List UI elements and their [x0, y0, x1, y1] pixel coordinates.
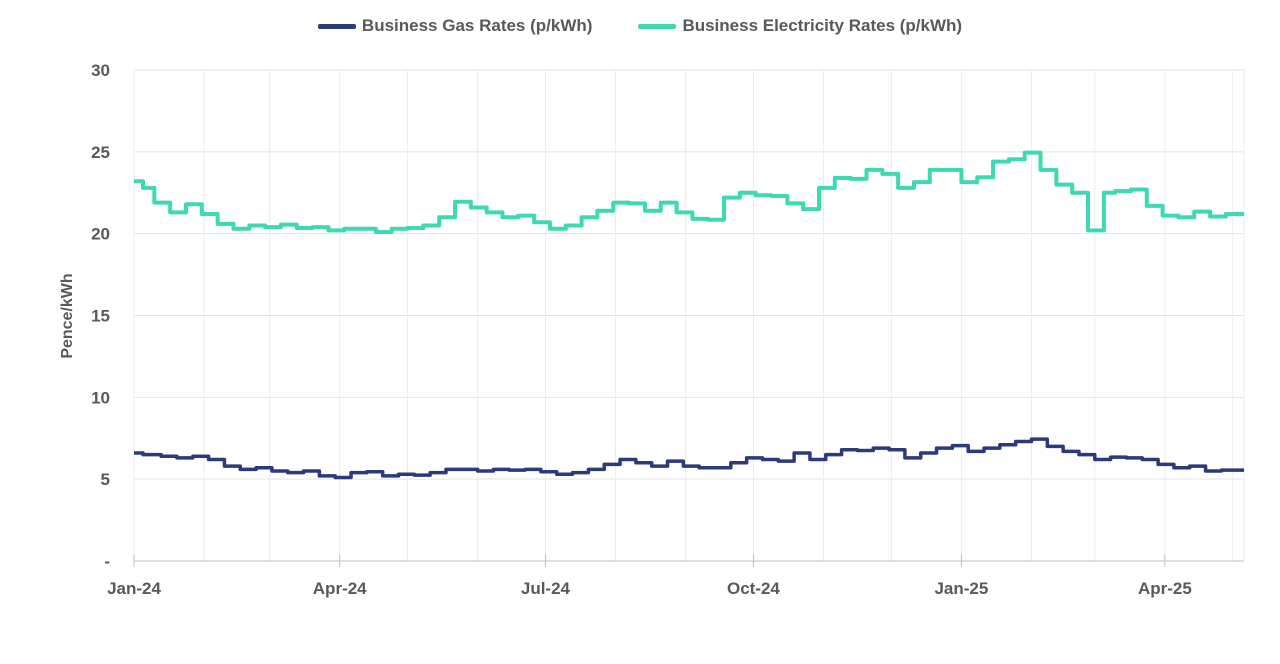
gridlines: [133, 69, 1245, 562]
legend-swatch-electricity: [638, 23, 677, 29]
x-tick-label: Jul-24: [521, 579, 571, 598]
y-axis: - 5 10 15 20 25 30: [91, 61, 110, 571]
series-line-electricity: [134, 150, 1244, 235]
y-tick-label: 25: [91, 143, 110, 162]
y-tick-label: 15: [91, 307, 110, 326]
x-tick-label: Jan-24: [107, 579, 161, 598]
plot-series: [134, 150, 1244, 480]
series-line-gas: [134, 437, 1244, 480]
x-tick-label: Oct-24: [727, 579, 780, 598]
x-tick-label: Apr-25: [1138, 579, 1192, 598]
legend-item-electricity[interactable]: Business Electricity Rates (p/kWh): [638, 16, 962, 36]
x-axis: Jan-24 Apr-24 Jul-24 Oct-24 Jan-25 Apr-25: [107, 555, 1244, 598]
x-tick-label: Jan-25: [934, 579, 988, 598]
legend-label-electricity: Business Electricity Rates (p/kWh): [682, 16, 963, 35]
legend-swatch-gas: [317, 23, 356, 29]
y-tick-label: 30: [91, 61, 110, 80]
legend-label-gas: Business Gas Rates (p/kWh): [361, 16, 593, 35]
y-tick-label: 5: [101, 470, 110, 489]
y-tick-label: -: [104, 552, 110, 571]
y-tick-label: 10: [91, 388, 110, 407]
x-tick-label: Apr-24: [313, 579, 367, 598]
y-axis-title: Pence/kWh: [59, 273, 76, 359]
legend: Business Gas Rates (p/kWh) Business Elec…: [0, 16, 1280, 36]
legend-item-gas[interactable]: Business Gas Rates (p/kWh): [317, 16, 593, 36]
y-tick-label: 20: [91, 225, 110, 244]
